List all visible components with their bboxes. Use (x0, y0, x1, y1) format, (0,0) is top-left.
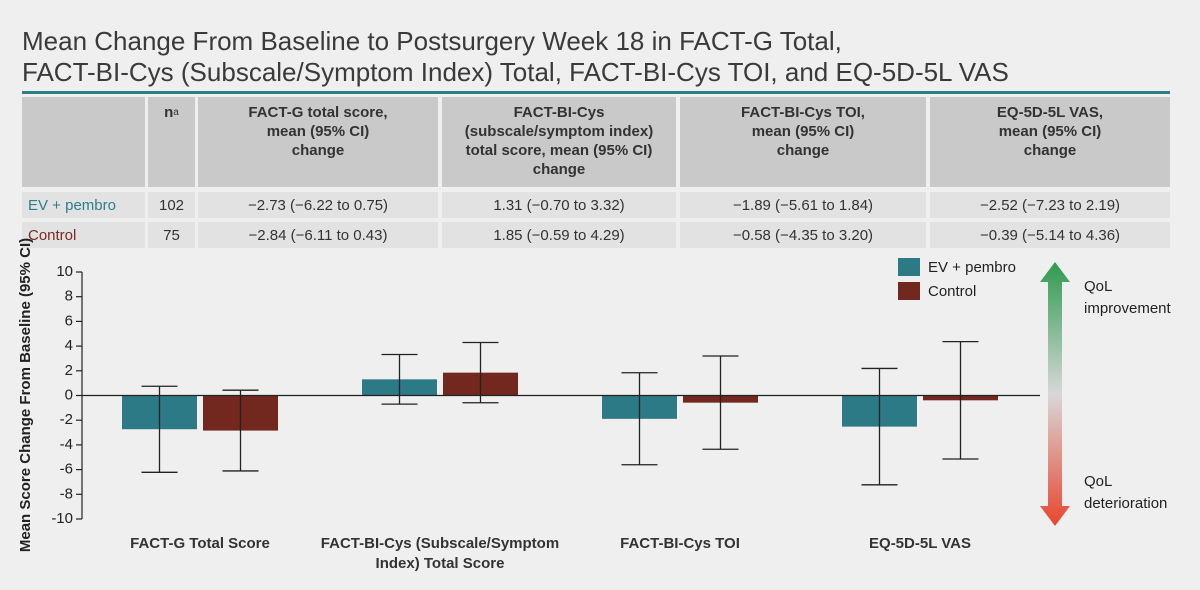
error-bar (861, 367, 898, 486)
header-text: n (164, 104, 174, 121)
table-cell: 1.31 (−0.70 to 3.32) (442, 192, 676, 218)
error-bar (222, 389, 259, 472)
error-bar (621, 372, 658, 466)
table-cell: −1.89 (−5.61 to 1.84) (680, 192, 926, 218)
table-cell: 102 (148, 192, 195, 218)
y-tick-label: 8 (65, 288, 73, 305)
y-tick-label: 6 (65, 312, 73, 329)
header-cell: FACT-BI-Cys TOI, mean (95% CI) change (680, 97, 926, 187)
legend-swatch (898, 258, 920, 276)
x-tick-label: EQ-5D-5L VAS (869, 535, 971, 552)
y-tick-label: -4 (60, 436, 73, 453)
row-label: Control (22, 222, 145, 248)
error-bar (141, 385, 178, 473)
row-label: EV + pembro (22, 192, 145, 218)
table-cell: −2.52 (−7.23 to 2.19) (930, 192, 1170, 218)
header-superscript: a (173, 107, 179, 118)
header-cell: EQ-5D-5L VAS, mean (95% CI) change (930, 97, 1170, 187)
header-cell (22, 97, 145, 187)
y-axis-label: Mean Score Change From Baseline (95% CI) (17, 238, 34, 552)
header-cell: FACT-G total score, mean (95% CI) change (198, 97, 438, 187)
y-tick-label: -10 (51, 510, 73, 527)
table-cell: −0.58 (−4.35 to 3.20) (680, 222, 926, 248)
x-tick-label: FACT-G Total Score (130, 535, 270, 552)
legend-swatch (898, 282, 920, 300)
y-tick-label: 10 (56, 263, 73, 280)
qol-annotation: QoL (1084, 473, 1112, 490)
qol-arrow (1040, 262, 1070, 526)
qol-annotation: deterioration (1084, 495, 1167, 512)
header-cell: FACT-BI-Cys (subscale/symptom index) tot… (442, 97, 676, 187)
title: Mean Change From Baseline to Postsurgery… (22, 26, 1009, 88)
y-tick-label: 4 (65, 337, 73, 354)
table-cell: 1.85 (−0.59 to 4.29) (442, 222, 676, 248)
table-cell: −0.39 (−5.14 to 4.36) (930, 222, 1170, 248)
table-cell: −2.73 (−6.22 to 0.75) (198, 192, 438, 218)
legend-label: Control (928, 283, 976, 300)
x-tick-label: FACT-BI-Cys (Subscale/Symptom Index) Tot… (320, 535, 560, 572)
error-bar (702, 355, 739, 450)
error-bar (942, 341, 979, 460)
legend-label: EV + pembro (928, 259, 1016, 276)
title-line: FACT-BI-Cys (Subscale/Symptom Index) Tot… (22, 57, 1009, 87)
y-tick-label: -8 (60, 485, 73, 502)
y-tick-label: -2 (60, 411, 73, 428)
table-cell: 75 (148, 222, 195, 248)
y-tick-label: 2 (65, 362, 73, 379)
x-tick-label: FACT-BI-Cys TOI (620, 535, 740, 552)
error-bar (381, 353, 418, 405)
title-rule (22, 91, 1170, 94)
table-cell: −2.84 (−6.11 to 0.43) (198, 222, 438, 248)
qol-annotation: improvement (1084, 300, 1172, 317)
y-tick-label: 0 (65, 386, 73, 403)
y-tick-label: -6 (60, 461, 73, 478)
qol-annotation: QoL (1084, 278, 1112, 295)
error-bar (462, 341, 499, 404)
title-line: Mean Change From Baseline to Postsurgery… (22, 26, 842, 56)
